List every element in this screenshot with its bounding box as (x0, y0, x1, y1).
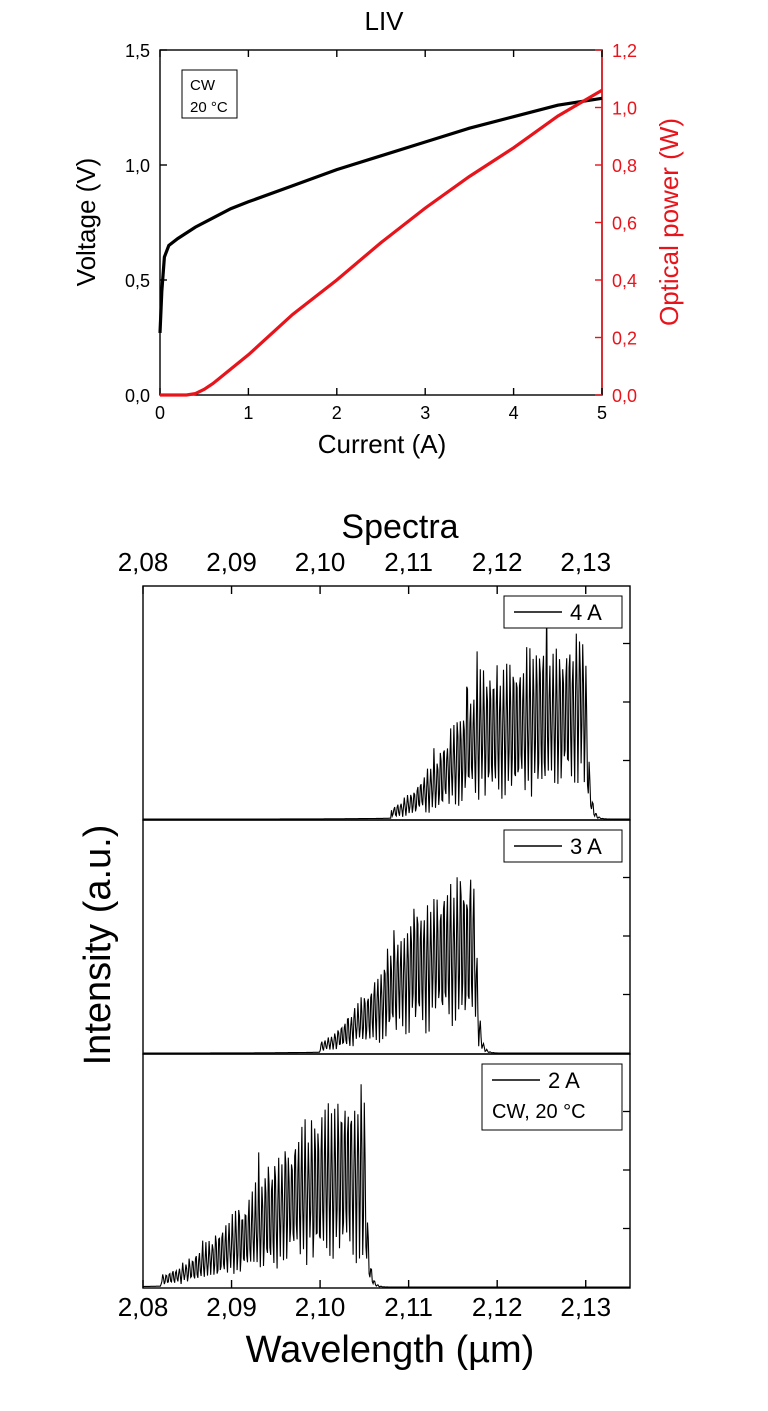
spectra-x-axis-label: Wavelength (µm) (246, 1329, 535, 1371)
liv-y2-tick-label: 1,0 (612, 99, 637, 119)
liv-y2-tick-label: 1,2 (612, 41, 637, 61)
liv-y-tick-label: 0,5 (125, 271, 150, 291)
liv-annotation-temp: 20 °C (190, 99, 228, 116)
liv-y2-tick-label: 0,0 (612, 386, 637, 406)
spectra-bottom-tick-label: 2,11 (384, 1292, 433, 1322)
liv-chart: LIV 0 1 2 3 4 5 0,0 0,5 1,0 1,5 0,0 0,2 0,4 0,6 0,8 1… (71, 6, 684, 459)
spectrum-legend-label: 3 A (570, 834, 602, 859)
liv-x-tick-label: 5 (597, 403, 607, 423)
spectrum-legend-label: 2 A (548, 1068, 580, 1093)
liv-x-tick-label: 2 (332, 403, 342, 423)
spectrum-legend-label: 4 A (570, 600, 602, 625)
liv-y-tick-label: 1,0 (125, 156, 150, 176)
spectrum-trace (143, 603, 630, 820)
spectra-top-tick-label: 2,09 (206, 547, 257, 577)
voltage-curve (158, 96, 603, 333)
spectra-bottom-tick-label: 2,09 (206, 1292, 257, 1322)
liv-title: LIV (364, 6, 404, 36)
spectra-bottom-tick-label: 2,10 (295, 1292, 346, 1322)
spectra-bottom-tick-label: 2,08 (118, 1292, 169, 1322)
spectra-chart: Spectra 2,08 2,09 2,10 2,11 2,12 2,13 2,08 2,0… (77, 508, 631, 1371)
spectrum-panel-frame (142, 1053, 631, 1289)
spectrum-panel: 3 A (142, 819, 631, 1055)
spectrum-annotation: CW, 20 °C (492, 1101, 586, 1123)
liv-y-axis-label: Voltage (V) (71, 158, 101, 287)
liv-x-tick-label: 4 (509, 403, 519, 423)
liv-y2-axis-label: Optical power (W) (654, 118, 684, 326)
spectra-panels: 4 A 3 A 2 A CW, 20 °C (142, 585, 631, 1289)
spectra-top-ticks: 2,08 2,09 2,10 2,11 2,12 2,13 (118, 547, 611, 594)
spectrum-trace (143, 877, 630, 1054)
spectra-top-tick-label: 2,08 (118, 547, 169, 577)
liv-y-tick-label: 1,5 (125, 41, 150, 61)
spectra-top-tick-label: 2,12 (472, 547, 523, 577)
optical-power-curve (160, 88, 603, 397)
liv-y2-tick-label: 0,6 (612, 214, 637, 234)
liv-y2-tick-label: 0,4 (612, 271, 637, 291)
liv-x-tick-label: 0 (155, 403, 165, 423)
liv-y2-tick-label: 0,8 (612, 156, 637, 176)
spectra-top-tick-label: 2,13 (560, 547, 611, 577)
liv-annotation-cw: CW (190, 77, 216, 94)
liv-x-tick-label: 3 (420, 403, 430, 423)
spectra-bottom-tick-label: 2,13 (560, 1292, 611, 1322)
spectra-y-axis-label: Intensity (a.u.) (77, 825, 119, 1066)
liv-y-tick-label: 0,0 (125, 386, 150, 406)
spectra-title: Spectra (341, 508, 458, 546)
spectrum-trace (142, 1084, 630, 1288)
spectrum-legend-box (481, 1063, 623, 1131)
spectrum-panel: 4 A (142, 585, 631, 821)
spectra-bottom-tick-label: 2,12 (472, 1292, 523, 1322)
spectra-top-tick-label: 2,10 (295, 547, 346, 577)
spectra-bottom-ticks: 2,08 2,09 2,10 2,11 2,12 2,13 (118, 1280, 611, 1322)
liv-x-tick-label: 1 (243, 403, 253, 423)
spectrum-panel: 2 A CW, 20 °C (142, 1053, 631, 1289)
spectra-top-tick-label: 2,11 (384, 547, 433, 577)
liv-y2-tick-label: 0,2 (612, 329, 637, 349)
liv-y-ticks: 0,0 0,5 1,0 1,5 (125, 41, 167, 406)
liv-annotation-box (181, 69, 238, 119)
liv-y2-ticks: 0,0 0,2 0,4 0,6 0,8 1,0 1,2 (595, 41, 637, 406)
liv-x-axis-label: Current (A) (318, 429, 447, 459)
liv-x-ticks: 0 1 2 3 4 5 (155, 50, 607, 423)
